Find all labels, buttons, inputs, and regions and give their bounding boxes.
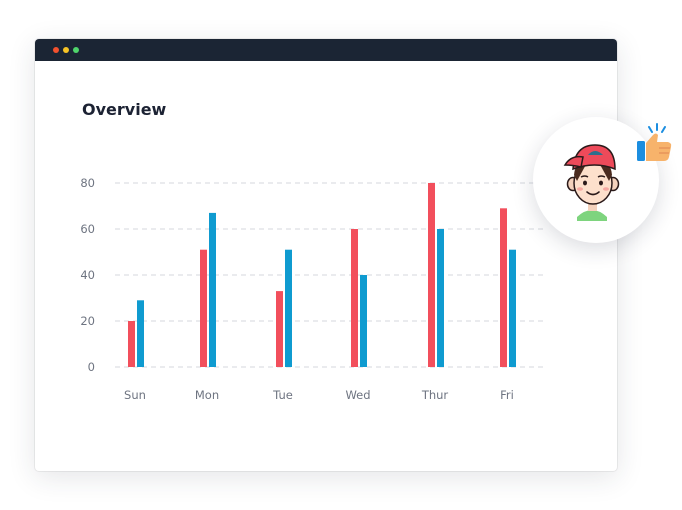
x-tick-label: Sun xyxy=(124,388,146,402)
bar-thur-series-1[interactable] xyxy=(428,183,435,367)
y-tick-label: 0 xyxy=(88,360,95,374)
browser-window: Overview 0 20 40 60 80 Sun Mon Tue Wed Thur Fri xyxy=(35,39,617,471)
x-tick-label: Fri xyxy=(500,388,514,402)
bar-mon-series-2[interactable] xyxy=(209,212,216,367)
bar-mon-series-1[interactable] xyxy=(200,249,207,367)
minimize-dot-icon[interactable] xyxy=(63,47,69,53)
bar-tue-series-2[interactable] xyxy=(285,249,292,367)
y-tick-label: 60 xyxy=(80,222,95,236)
maximize-dot-icon[interactable] xyxy=(73,47,79,53)
window-titlebar xyxy=(35,39,617,61)
x-tick-label: Tue xyxy=(272,388,293,402)
x-tick-label: Mon xyxy=(195,388,219,402)
close-dot-icon[interactable] xyxy=(53,47,59,53)
bar-wed-series-1[interactable] xyxy=(351,229,358,367)
bar-fri-series-2[interactable] xyxy=(509,249,516,367)
chart-title: Overview xyxy=(82,100,167,119)
bar-wed-series-2[interactable] xyxy=(360,275,367,367)
x-tick-label: Wed xyxy=(345,388,370,402)
bar-thur-series-2[interactable] xyxy=(437,229,444,367)
y-tick-label: 20 xyxy=(80,314,95,328)
y-tick-label: 40 xyxy=(80,268,95,282)
thumbs-up-icon xyxy=(637,123,672,161)
bar-chart: 0 20 40 60 80 Sun Mon Tue Wed Thur Fri xyxy=(80,176,545,402)
bar-sun-series-1[interactable] xyxy=(128,321,135,367)
bar-tue-series-1[interactable] xyxy=(276,291,283,367)
bar-fri-series-1[interactable] xyxy=(500,208,507,367)
boy-avatar-icon xyxy=(563,144,620,221)
avatar-card xyxy=(533,117,672,243)
x-tick-label: Thur xyxy=(421,388,449,402)
bar-sun-series-2[interactable] xyxy=(137,300,144,367)
y-tick-label: 80 xyxy=(80,176,95,190)
